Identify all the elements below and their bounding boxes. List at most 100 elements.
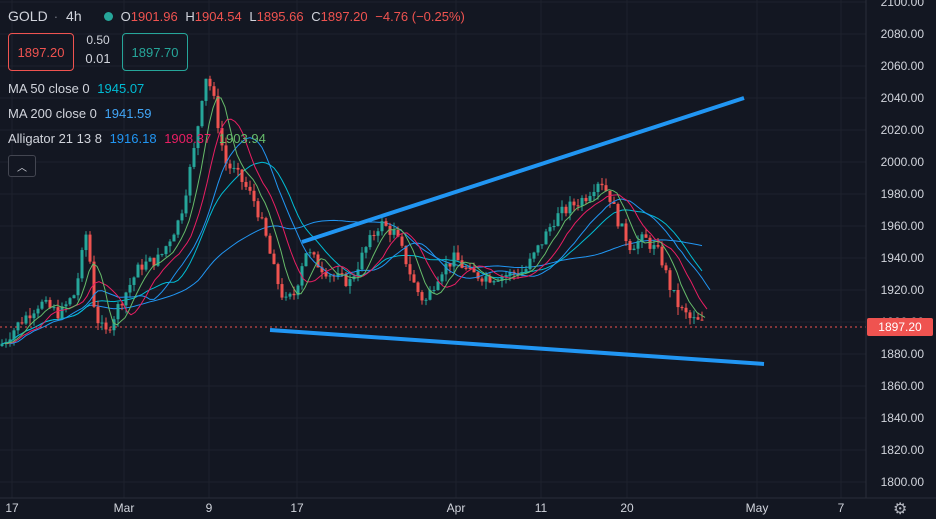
candle-body <box>400 236 404 246</box>
alligator-teeth-value: 1908.37 <box>164 131 212 146</box>
candle-body <box>208 78 212 87</box>
candle-body <box>504 275 508 277</box>
candle-body <box>68 298 72 305</box>
symbol-name[interactable]: GOLD <box>8 8 48 24</box>
time-axis[interactable]: 17 Mar 9 17 Apr 11 20 May 7 <box>0 498 866 518</box>
indicator-alligator[interactable]: Alligator 21 13 8 1916.18 1908.37 1903.9… <box>8 131 266 146</box>
candle-body <box>96 306 100 324</box>
low-value: 1895.66 <box>256 8 304 24</box>
alligator-jaw-value: 1916.18 <box>109 131 157 146</box>
timeframe[interactable]: 4h <box>66 8 82 24</box>
candle-body <box>508 271 512 276</box>
gear-icon[interactable]: ⚙ <box>893 501 908 518</box>
candle-body <box>588 196 592 202</box>
candle-body <box>448 263 452 267</box>
candle-body <box>224 145 228 164</box>
candle-body <box>528 258 532 270</box>
candle-body <box>288 293 292 297</box>
candle-body <box>236 167 240 170</box>
candle-body <box>128 284 132 293</box>
candle-body <box>24 315 28 324</box>
alligator-lips-value: 1903.94 <box>218 131 266 146</box>
candle-body <box>380 221 384 232</box>
candle-body <box>36 308 40 314</box>
candle-body <box>384 221 388 226</box>
candle-body <box>172 234 176 242</box>
candle-body <box>120 304 124 306</box>
indicator-ma200[interactable]: MA 200 close 0 1941.59 <box>8 106 152 121</box>
candle-body <box>228 163 232 169</box>
candle-body <box>428 290 432 300</box>
candle-body <box>308 252 312 254</box>
candle-body <box>544 231 548 245</box>
close-value: 1897.20 <box>320 8 368 24</box>
chevron-up-icon[interactable]: ︿ <box>8 155 36 177</box>
candle-body <box>472 268 476 273</box>
candle-body <box>104 322 108 330</box>
price-tick: 1840.00 <box>880 411 924 425</box>
candle-body <box>452 252 456 267</box>
candle-body <box>700 319 704 321</box>
candle-body <box>524 269 528 272</box>
candle-body <box>124 292 128 306</box>
candle-body <box>696 317 700 320</box>
candle-body <box>20 322 24 324</box>
candle-body <box>632 248 636 251</box>
high-value: 1904.54 <box>194 8 242 24</box>
candle-body <box>424 299 428 301</box>
candle-body <box>672 290 676 292</box>
candle-body <box>480 278 484 282</box>
price-axis[interactable]: 2100.00 2080.00 2060.00 2040.00 2020.00 2000.… <box>866 0 936 498</box>
candle-body <box>568 201 572 214</box>
time-tick: 20 <box>620 501 634 515</box>
candle-body <box>388 225 392 235</box>
candle-body <box>260 217 264 219</box>
candle-body <box>652 245 656 249</box>
candle-body <box>52 307 56 309</box>
candle-body <box>304 253 308 267</box>
candle-body <box>684 307 688 313</box>
candle-body <box>132 277 136 285</box>
price-tick: 2060.00 <box>880 59 924 73</box>
candle-body <box>392 230 396 235</box>
price-tick: 1860.00 <box>880 379 924 393</box>
candle-body <box>152 257 156 266</box>
candle-body <box>608 190 612 202</box>
candle-body <box>48 299 52 308</box>
candle-body <box>140 264 144 270</box>
change-value: −4.76 (−0.25%) <box>375 8 465 24</box>
price-tick: 2080.00 <box>880 27 924 41</box>
candle-body <box>640 234 644 241</box>
candle-body <box>552 225 556 228</box>
open-value: 1901.96 <box>130 8 178 24</box>
candle-body <box>8 339 12 343</box>
candle-body <box>584 197 588 202</box>
candle-body <box>520 271 524 276</box>
candle-body <box>444 263 448 275</box>
candle-body <box>320 267 324 273</box>
candle-body <box>188 166 192 196</box>
quantity-value: 0.01 <box>85 51 111 66</box>
candle-body <box>164 246 168 255</box>
candle-body <box>108 329 112 331</box>
candle-body <box>56 307 60 319</box>
price-tick: 2000.00 <box>880 155 924 169</box>
candle-body <box>276 264 280 285</box>
price-tick: 1960.00 <box>880 219 924 233</box>
candle-body <box>536 245 540 253</box>
candle-body <box>668 270 672 291</box>
indicator-ma50[interactable]: MA 50 close 0 1945.07 <box>8 81 145 96</box>
candle-body <box>256 201 260 218</box>
time-tick: May <box>745 501 769 515</box>
candle-body <box>496 280 500 282</box>
sell-button[interactable]: 1897.20 <box>8 33 74 71</box>
buy-button[interactable]: 1897.70 <box>122 33 188 71</box>
candle-body <box>548 227 552 232</box>
price-tick: 2020.00 <box>880 123 924 137</box>
candle-body <box>664 265 668 271</box>
price-tick: 2100.00 <box>880 0 924 9</box>
candle-body <box>44 299 48 302</box>
current-price-tag: 1897.20 <box>867 318 933 336</box>
candle-body <box>220 128 224 146</box>
